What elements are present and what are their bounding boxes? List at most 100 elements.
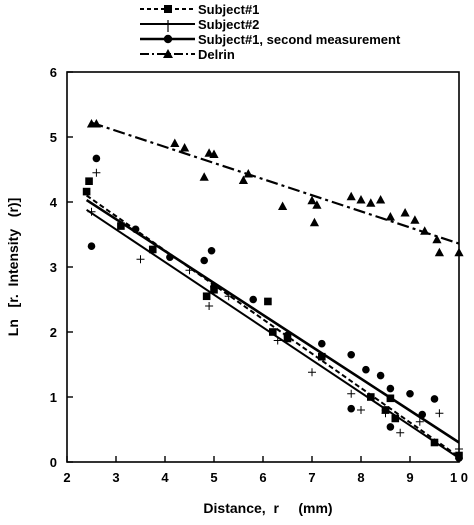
data-point-series-4 bbox=[91, 119, 101, 128]
y-tick-label: 3 bbox=[50, 260, 57, 275]
fit-line-series-1 bbox=[86, 194, 460, 458]
data-point-series-2 bbox=[435, 409, 444, 418]
data-point-series-3 bbox=[376, 371, 385, 380]
data-point-series-4 bbox=[454, 247, 464, 257]
data-point-series-2 bbox=[455, 445, 463, 453]
x-axis: 2 3 4 5 6 7 8 9 1 0 bbox=[63, 456, 468, 485]
data-point-series-3 bbox=[92, 154, 101, 163]
data-point-series-4 bbox=[376, 195, 386, 204]
data-point-series-4 bbox=[307, 195, 317, 205]
data-point-series-4 bbox=[420, 226, 430, 235]
fit-line-series-4 bbox=[91, 121, 460, 245]
data-point-series-4 bbox=[199, 172, 209, 181]
data-point-series-3 bbox=[283, 331, 292, 340]
data-point-series-3 bbox=[406, 389, 414, 398]
legend-marker-plus bbox=[164, 20, 172, 32]
legend-label-subject1-second: Subject#1, second measurement bbox=[198, 32, 401, 47]
y-tick-label: 6 bbox=[50, 65, 57, 80]
y-axis-title: Ln [r. Intensity (r)] bbox=[5, 198, 21, 336]
data-point-series-3 bbox=[381, 406, 390, 414]
data-point-series-3 bbox=[347, 350, 356, 359]
legend-label-delrin: Delrin bbox=[198, 47, 235, 62]
fit-lines bbox=[85, 121, 460, 459]
y-tick-label: 5 bbox=[50, 130, 57, 145]
legend-marker-triangle bbox=[163, 49, 173, 58]
y-tick-label: 2 bbox=[50, 325, 57, 340]
data-point-series-2 bbox=[396, 428, 405, 437]
data-point-series-4 bbox=[434, 247, 444, 257]
data-point-series-1 bbox=[264, 297, 272, 306]
data-point-series-2 bbox=[415, 417, 424, 426]
legend-entry-delrin: Delrin bbox=[140, 47, 235, 62]
data-point-series-1 bbox=[386, 394, 395, 403]
data-point-series-1 bbox=[269, 328, 277, 336]
data-point-series-2 bbox=[136, 255, 145, 264]
data-point-series-4 bbox=[278, 201, 288, 211]
data-point-series-4 bbox=[170, 138, 180, 147]
data-point-series-4 bbox=[346, 191, 356, 201]
x-tick-label: 1 0 bbox=[450, 470, 468, 485]
data-point-series-1 bbox=[148, 245, 157, 254]
data-point-series-3 bbox=[87, 242, 96, 250]
data-point-series-2 bbox=[92, 168, 101, 177]
data-point-series-2 bbox=[357, 406, 365, 414]
data-point-series-3 bbox=[210, 282, 218, 291]
data-point-series-2 bbox=[87, 207, 96, 216]
legend: Subject#1 Subject#2 Subject#1, second me… bbox=[140, 2, 401, 62]
data-point-series-2 bbox=[224, 292, 233, 301]
data-point-series-1 bbox=[82, 187, 91, 196]
data-point-series-4 bbox=[209, 149, 219, 159]
data-point-series-4 bbox=[400, 208, 410, 217]
fit-line-series-3 bbox=[85, 198, 460, 444]
legend-entry-subject2: Subject#2 bbox=[140, 17, 259, 32]
x-tick-label: 8 bbox=[357, 470, 364, 485]
data-point-series-4 bbox=[385, 211, 395, 221]
legend-entry-subject1: Subject#1 bbox=[140, 2, 259, 17]
legend-marker-square bbox=[164, 5, 172, 13]
legend-marker-circle bbox=[163, 34, 173, 44]
x-tick-label: 9 bbox=[406, 470, 413, 485]
data-point-series-3 bbox=[362, 365, 370, 374]
data-point-series-3 bbox=[249, 295, 257, 304]
data-point-series-3 bbox=[386, 384, 395, 393]
data-point-series-1 bbox=[367, 393, 375, 401]
data-point-series-3 bbox=[455, 454, 463, 462]
legend-label-subject1: Subject#1 bbox=[198, 2, 259, 17]
y-tick-label: 4 bbox=[50, 195, 58, 210]
data-point-series-1 bbox=[117, 222, 125, 230]
data-point-series-3 bbox=[207, 246, 216, 255]
data-point-series-3 bbox=[347, 404, 356, 413]
data-point-series-1 bbox=[318, 352, 326, 361]
legend-label-subject2: Subject#2 bbox=[198, 17, 259, 32]
data-point-series-3 bbox=[131, 225, 140, 234]
data-point-series-3 bbox=[318, 339, 326, 348]
data-point-series-2 bbox=[308, 368, 316, 377]
x-axis-title: Distance, r (mm) bbox=[203, 500, 332, 516]
data-point-series-4 bbox=[410, 215, 420, 224]
data-point-series-4 bbox=[432, 234, 442, 244]
data-point-series-2 bbox=[273, 336, 282, 345]
data-point-series-1 bbox=[391, 414, 400, 423]
data-point-series-2 bbox=[205, 302, 214, 310]
y-axis: 0 1 2 3 4 5 6 bbox=[50, 65, 73, 470]
x-tick-label: 5 bbox=[210, 470, 217, 485]
data-point-series-1 bbox=[202, 292, 211, 301]
data-point-series-2 bbox=[185, 266, 194, 275]
data-point-series-4 bbox=[356, 195, 366, 204]
markers bbox=[82, 119, 464, 462]
x-tick-label: 6 bbox=[259, 470, 266, 485]
data-point-series-1 bbox=[430, 438, 439, 447]
data-point-series-4 bbox=[366, 198, 376, 207]
legend-entry-subject1-second: Subject#1, second measurement bbox=[140, 32, 401, 47]
data-point-series-3 bbox=[166, 253, 174, 262]
data-point-series-3 bbox=[386, 423, 395, 431]
data-point-series-3 bbox=[418, 410, 427, 419]
data-point-series-3 bbox=[200, 256, 208, 265]
y-tick-label: 0 bbox=[50, 455, 57, 470]
data-point-series-4 bbox=[243, 169, 253, 178]
data-point-series-4 bbox=[312, 200, 322, 209]
x-tick-label: 3 bbox=[112, 470, 119, 485]
x-tick-label: 2 bbox=[63, 470, 70, 485]
data-point-series-3 bbox=[430, 395, 439, 403]
